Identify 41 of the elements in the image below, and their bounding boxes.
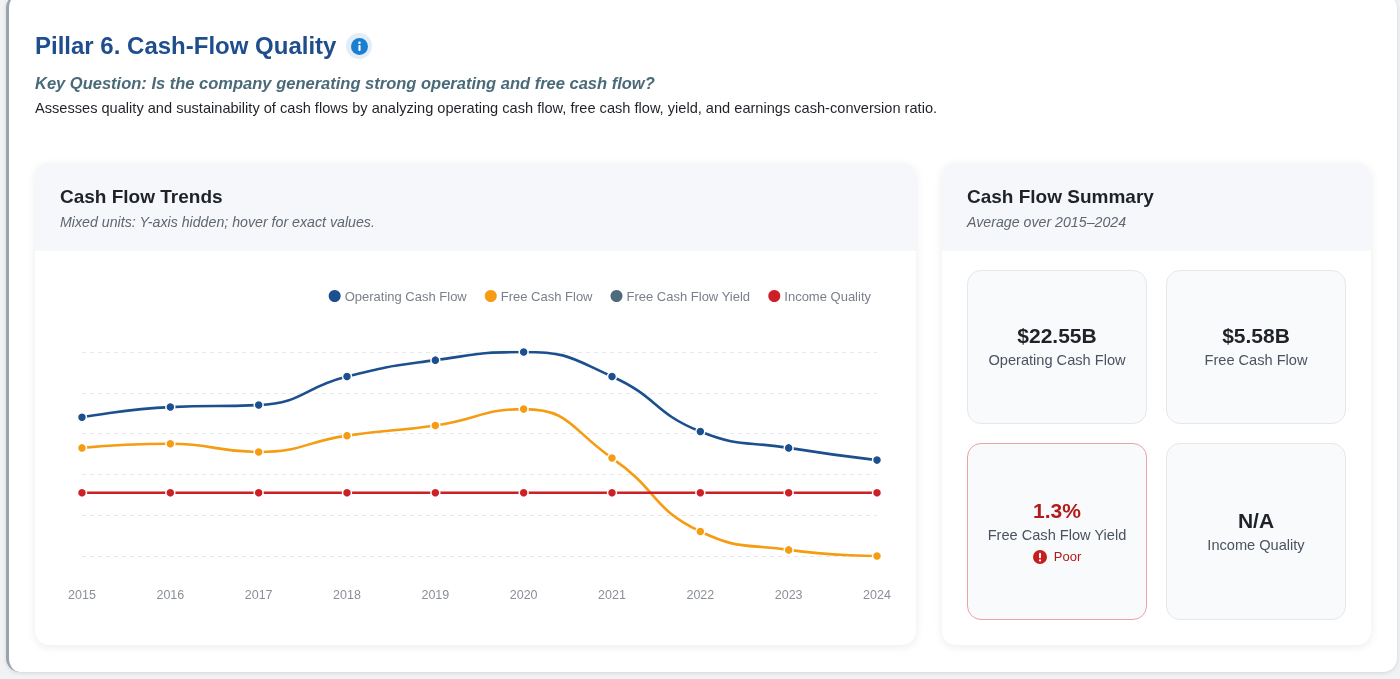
point bbox=[76, 412, 88, 423]
point bbox=[695, 426, 706, 437]
point bbox=[430, 420, 441, 431]
x-tick-label: 2019 bbox=[421, 587, 450, 602]
point bbox=[76, 487, 88, 499]
x-tick-label: 2024 bbox=[863, 587, 891, 602]
text: N/A bbox=[1237, 507, 1275, 534]
x-tick-label: 2016 bbox=[156, 587, 185, 602]
point bbox=[871, 487, 883, 499]
legend-label: Operating Cash Flow bbox=[344, 288, 468, 304]
text: Income Quality bbox=[1207, 535, 1305, 555]
chart-subtitle: Mixed units: Y-axis hidden; hover for exact values. bbox=[60, 213, 375, 232]
text: $22.55B bbox=[1017, 323, 1097, 349]
text: Free Cash Flow bbox=[1204, 351, 1308, 370]
x-tick-label: 2020 bbox=[509, 587, 538, 602]
chart-title: Cash Flow Trends bbox=[60, 185, 223, 209]
text: Poor bbox=[1053, 547, 1082, 566]
text: Average over 2015–2024 bbox=[967, 213, 1127, 232]
legend-label: Free Cash Flow Yield bbox=[626, 288, 751, 304]
text: 1.3% bbox=[1033, 497, 1081, 524]
x-tick-label: 2015 bbox=[68, 587, 96, 602]
point bbox=[341, 430, 353, 441]
text: $5.58B bbox=[1222, 323, 1290, 349]
legend-label: Free Cash Flow bbox=[500, 288, 594, 304]
text: Free Cash Flow Yield bbox=[987, 525, 1127, 545]
legend-label: Income Quality bbox=[784, 288, 872, 304]
x-tick-label: 2023 bbox=[774, 587, 803, 602]
point bbox=[606, 371, 618, 382]
point bbox=[341, 371, 353, 382]
text: Operating Cash Flow bbox=[988, 351, 1126, 370]
x-tick-label: 2021 bbox=[598, 587, 626, 602]
text: Pillar 6. Cash-Flow Quality bbox=[35, 32, 337, 60]
x-tick-label: 2022 bbox=[686, 587, 715, 602]
text: Key Question: Is the company generating strong operating and free cash flow? bbox=[35, 73, 655, 94]
point bbox=[695, 526, 706, 537]
point bbox=[606, 487, 618, 499]
text: Cash Flow Summary bbox=[967, 185, 1154, 209]
text: Assesses quality and sustainability of cash flows by analyzing operating cash flow, free cash flow, yield, and earnings cash-conversion ratio. bbox=[35, 99, 938, 118]
x-tick-label: 2017 bbox=[244, 587, 273, 602]
x-tick-label: 2018 bbox=[333, 587, 361, 602]
point bbox=[341, 487, 353, 499]
